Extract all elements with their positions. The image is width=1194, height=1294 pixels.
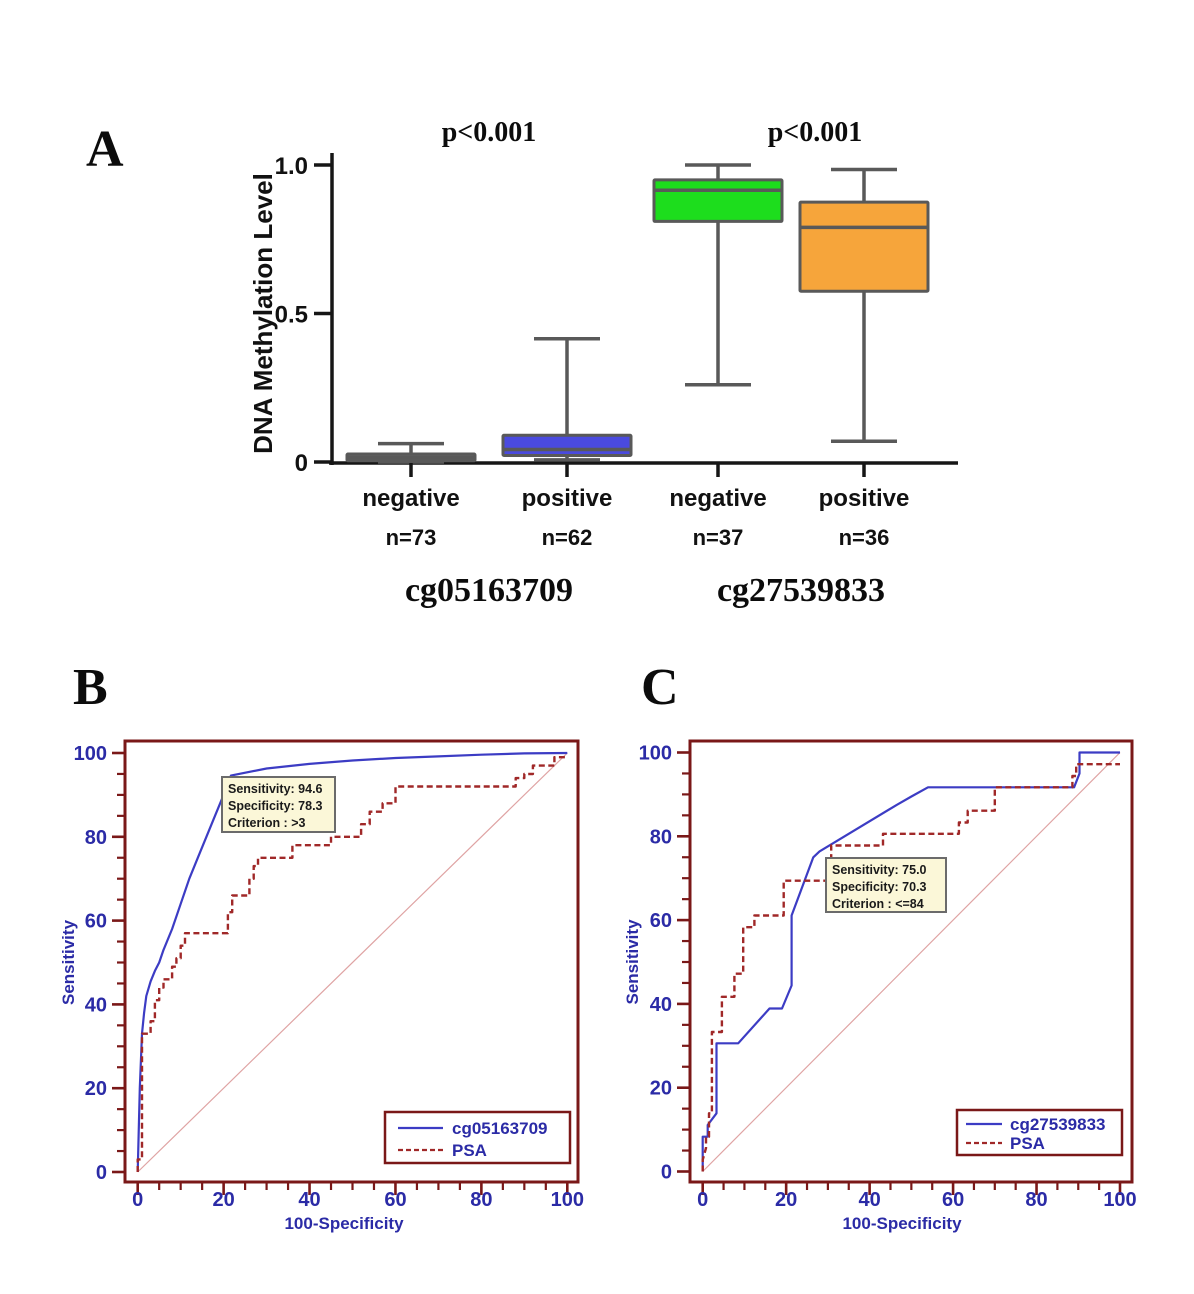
sample-size-label: n=73 xyxy=(386,525,437,550)
x-axis-title: 100-Specificity xyxy=(842,1214,962,1233)
box-cg27539833-negative xyxy=(652,163,784,387)
iqr-box xyxy=(501,433,633,457)
y-axis-title: Sensitivity xyxy=(59,919,78,1005)
sample-size-label: n=62 xyxy=(542,525,593,550)
y-tick-label: 0.5 xyxy=(275,302,308,329)
boxplot-y-axis-title: DNA Methylation Level xyxy=(248,173,278,454)
chance-diagonal-line xyxy=(702,752,1121,1172)
roc-panels: 0 20 40 60 80 100 0 20 40 60 80 100 100-Specificity S… xyxy=(59,739,1137,1233)
sample-size-label: n=36 xyxy=(839,525,890,550)
x-tick-label: 60 xyxy=(942,1189,964,1211)
category-label: negative xyxy=(362,485,459,512)
y-tick-label: 20 xyxy=(85,1078,107,1100)
iqr-box xyxy=(652,178,784,223)
x-tick-label: 0 xyxy=(697,1189,708,1211)
x-tick-label: 20 xyxy=(775,1189,797,1211)
y-tick-label: 80 xyxy=(85,827,107,849)
panel-c-label: C xyxy=(641,659,679,716)
legend-label-cg05163709: cg05163709 xyxy=(452,1119,547,1138)
y-tick-label: 60 xyxy=(85,911,107,933)
annotation-line: Sensitivity: 75.0 xyxy=(832,863,927,877)
annotation-line: Specificity: 78.3 xyxy=(228,799,323,813)
x-tick-label: 40 xyxy=(858,1189,880,1211)
x-tick-label: 100 xyxy=(551,1189,584,1211)
y-tick-label: 0 xyxy=(96,1162,107,1184)
x-tick-label: 60 xyxy=(384,1189,406,1211)
annotation-line: Sensitivity: 94.6 xyxy=(228,782,323,796)
y-tick-label: 40 xyxy=(650,994,672,1016)
x-axis-title: 100-Specificity xyxy=(284,1214,404,1233)
annotation-line: Specificity: 70.3 xyxy=(832,880,927,894)
box-cg05163709-negative xyxy=(345,441,477,464)
sample-size-label: n=37 xyxy=(693,525,744,550)
roc-curve-cg05163709 xyxy=(136,751,568,1173)
legend-box xyxy=(955,1108,1124,1157)
x-tick-label: 0 xyxy=(132,1189,143,1211)
cpg-site-label: cg27539833 xyxy=(717,572,885,609)
criterion-annotation-box xyxy=(221,776,336,833)
roc-panel-B: 0 20 40 60 80 100 0 20 40 60 80 100 100-Specificity S… xyxy=(59,739,584,1233)
category-label: negative xyxy=(669,485,766,512)
x-tick-label: 100 xyxy=(1103,1189,1136,1211)
legend-label-cg27539833: cg27539833 xyxy=(1010,1115,1105,1134)
y-tick-label: 60 xyxy=(650,910,672,932)
chance-diagonal-line xyxy=(137,752,568,1173)
legend-label-PSA: PSA xyxy=(1010,1134,1045,1153)
x-tick-label: 20 xyxy=(212,1189,234,1211)
roc-curve-PSA xyxy=(701,763,1120,1172)
panel-a-label: A xyxy=(86,121,124,178)
criterion-annotation-box xyxy=(825,857,947,913)
x-tick-label: 80 xyxy=(1025,1189,1047,1211)
category-label: positive xyxy=(522,485,613,512)
roc-panel-C: 0 20 40 60 80 100 0 20 40 60 80 100 100-Specificity S… xyxy=(623,739,1137,1233)
annotation-line: Criterion : >3 xyxy=(228,816,305,830)
panel-b-label: B xyxy=(73,659,108,716)
x-tick-label: 40 xyxy=(298,1189,320,1211)
y-axis-title: Sensitivity xyxy=(623,919,642,1005)
y-tick-label: 40 xyxy=(85,994,107,1016)
roc-curve-PSA xyxy=(136,756,568,1172)
box-cg27539833-positive xyxy=(798,167,930,443)
y-tick-label: 0 xyxy=(661,1162,672,1184)
box-cg05163709-positive xyxy=(501,336,633,462)
iqr-box xyxy=(798,200,930,293)
category-label: positive xyxy=(819,485,910,512)
legend-box xyxy=(383,1110,572,1165)
y-tick-label: 80 xyxy=(650,826,672,848)
x-tick-label: 80 xyxy=(470,1189,492,1211)
y-tick-label: 20 xyxy=(650,1078,672,1100)
y-tick-label: 100 xyxy=(74,743,107,765)
annotation-line: Criterion : <=84 xyxy=(832,897,924,911)
y-tick-label: 0 xyxy=(295,450,308,477)
legend-label-PSA: PSA xyxy=(452,1141,487,1160)
y-tick-label: 100 xyxy=(639,743,672,765)
cpg-site-label: cg05163709 xyxy=(405,572,573,609)
p-value-label: p<0.001 xyxy=(442,117,537,148)
y-tick-label: 1.0 xyxy=(275,153,308,180)
p-value-label: p<0.001 xyxy=(768,117,863,148)
